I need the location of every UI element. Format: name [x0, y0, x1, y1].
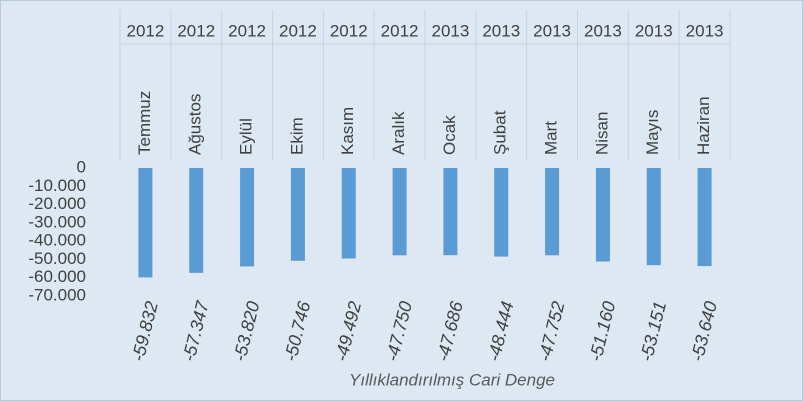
- y-tick-label: -70.000: [28, 285, 86, 304]
- year-label: 2012: [330, 21, 368, 40]
- x-tick-label: Ocak: [440, 115, 459, 155]
- year-label: 2012: [279, 21, 317, 40]
- bar: [290, 168, 305, 261]
- x-tick-label: Mart: [542, 121, 561, 155]
- year-label: 2013: [482, 21, 520, 40]
- x-tick-label: Haziran: [694, 96, 713, 155]
- y-tick-label: -20.000: [28, 194, 86, 213]
- y-tick-label: -30.000: [28, 212, 86, 231]
- y-tick-label: 0: [77, 157, 86, 176]
- x-tick-label: Kasım: [338, 107, 357, 155]
- bar: [240, 168, 255, 267]
- chart-title: Yıllıklandırılmış Cari Denge: [349, 370, 555, 389]
- bar: [341, 168, 356, 259]
- bar: [494, 168, 509, 257]
- y-tick-label: -10.000: [28, 176, 86, 195]
- x-tick-label: Temmuz: [135, 91, 154, 155]
- bar: [189, 168, 204, 273]
- bar: [697, 168, 712, 267]
- x-tick-label: Eylül: [237, 118, 256, 155]
- bar: [595, 168, 610, 262]
- year-label: 2013: [432, 21, 470, 40]
- year-label: 2012: [177, 21, 215, 40]
- x-tick-label: Ağustos: [186, 94, 205, 155]
- bar: [545, 168, 560, 256]
- y-tick-label: -50.000: [28, 249, 86, 268]
- year-label: 2013: [635, 21, 673, 40]
- x-tick-label: Aralık: [389, 111, 408, 155]
- year-label: 2012: [381, 21, 419, 40]
- bar: [138, 168, 153, 278]
- x-tick-label: Ekim: [287, 117, 306, 155]
- bar: [443, 168, 458, 256]
- y-tick-label: -40.000: [28, 231, 86, 250]
- year-label: 2012: [127, 21, 165, 40]
- x-tick-label: Nisan: [592, 112, 611, 155]
- x-tick-label: Mayıs: [643, 110, 662, 155]
- y-tick-label: -60.000: [28, 267, 86, 286]
- year-label: 2012: [228, 21, 266, 40]
- bar: [392, 168, 407, 256]
- bar: [646, 168, 661, 266]
- year-label: 2013: [533, 21, 571, 40]
- year-label: 2013: [686, 21, 724, 40]
- year-label: 2013: [584, 21, 622, 40]
- x-tick-label: Şubat: [491, 110, 510, 155]
